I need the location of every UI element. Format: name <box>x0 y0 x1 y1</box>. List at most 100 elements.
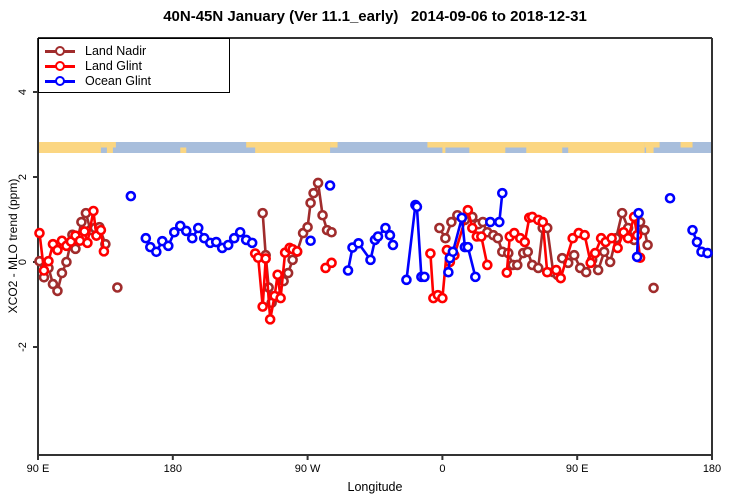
series-land-nadir-point <box>568 249 580 261</box>
series-land-glint-point <box>88 205 99 217</box>
series-ocean-glint-point <box>485 216 496 228</box>
series-land-nadir-point <box>592 264 604 276</box>
series-ocean-glint-point <box>342 265 354 276</box>
series-land-nadir-point <box>52 285 63 297</box>
series-ocean-glint-point <box>163 240 174 252</box>
x-tick-label: 90 E <box>566 463 589 475</box>
series-ocean-glint-point <box>494 216 505 228</box>
series-ocean-glint-point <box>372 231 384 242</box>
series-land-glint-point <box>622 232 634 244</box>
legend-label: Land Glint <box>85 58 142 73</box>
series-ocean-glint-point <box>419 271 430 283</box>
series-ocean-glint-point <box>470 271 481 283</box>
map-strip-land-segment <box>680 142 693 148</box>
series-ocean-glint-point <box>411 201 423 213</box>
series-land-glint-point <box>541 266 553 278</box>
series-land-glint-point <box>537 216 549 228</box>
series-land-nadir-point <box>492 232 504 244</box>
map-strip-land-segment <box>255 142 331 153</box>
series-land-glint-point <box>482 259 493 271</box>
series-land-glint-point <box>38 265 50 276</box>
series-land-glint-point <box>98 246 110 257</box>
series-land-nadir-point <box>312 177 324 189</box>
series-land-nadir-point <box>282 267 294 279</box>
legend-box: Land Nadir Land Glint Ocean Glint <box>38 38 230 93</box>
series-land-glint-point <box>291 246 303 257</box>
map-strip-land-segment <box>427 142 444 148</box>
series-land-glint-point <box>326 257 337 269</box>
series-ocean-glint-point <box>631 251 643 263</box>
series-ocean-glint-point <box>168 226 180 238</box>
series-land-nadir-point <box>446 216 457 228</box>
series-ocean-glint-point <box>353 238 364 249</box>
series-land-glint-point <box>52 244 63 256</box>
series-land-nadir-point <box>76 216 87 228</box>
series-ocean-glint-point <box>140 232 152 244</box>
series-ocean-glint-point <box>186 232 198 244</box>
series-land-glint-point <box>34 227 45 239</box>
series-land-nadir-point <box>317 209 328 221</box>
map-strip-ocean <box>38 142 712 153</box>
series-ocean-glint-point <box>234 226 246 238</box>
series-land-nadir-point <box>604 256 616 268</box>
series-ocean-glint-point <box>447 246 459 258</box>
series-land-glint-point <box>501 267 513 278</box>
series-land-nadir-point <box>598 246 610 258</box>
series-land-glint-point <box>257 301 268 312</box>
series-land-nadir-point <box>440 232 451 244</box>
series-land-nadir-point <box>580 266 592 278</box>
series-ocean-glint-point <box>691 236 703 248</box>
series-land-glint-point <box>606 232 617 244</box>
y-tick-label: 2 <box>17 174 29 180</box>
x-tick-label: 90 W <box>295 463 321 475</box>
series-ocean-glint-point <box>228 232 240 244</box>
y-tick-label: 0 <box>17 259 29 265</box>
map-strip-land-segment <box>442 142 645 153</box>
series-land-glint-point <box>462 204 474 216</box>
series-land-nadir-point <box>305 197 316 209</box>
series-land-glint-point <box>437 292 448 304</box>
map-strip-land-segment <box>246 142 257 148</box>
map-strip-land-segment <box>38 142 101 153</box>
series-land-nadir-point <box>642 239 653 251</box>
series-land-glint-point <box>550 264 562 276</box>
series-ocean-glint-point <box>151 246 162 258</box>
series-land-nadir-point <box>522 246 534 258</box>
series-land-nadir-point <box>648 282 659 294</box>
map-strip-land-segment <box>100 142 116 148</box>
series-ocean-glint-point <box>664 192 676 204</box>
series-ocean-glint-point <box>462 241 474 253</box>
series-ocean-glint-point <box>210 236 222 248</box>
map-strip-ocean-segment <box>445 147 470 153</box>
series-land-nadir-point <box>511 259 523 271</box>
series-ocean-glint-point <box>384 229 396 241</box>
series-land-glint-point <box>467 222 478 234</box>
series-land-nadir-point <box>56 267 68 279</box>
series-land-glint-point <box>476 231 487 242</box>
ocean-glint-swatch-icon <box>43 75 79 87</box>
series-ocean-glint-point <box>125 190 137 202</box>
map-strip-ocean-segment <box>562 147 569 153</box>
y-tick-label: -2 <box>17 342 29 352</box>
x-tick-label: 180 <box>703 463 721 475</box>
series-land-glint-point <box>425 248 436 259</box>
map-strip-land-segment <box>106 147 113 153</box>
series-land-nadir-point <box>302 221 313 233</box>
series-land-nadir-point <box>70 243 81 255</box>
legend-label: Land Nadir <box>85 43 147 58</box>
land-glint-swatch-icon <box>43 60 79 72</box>
series-land-nadir-point <box>434 222 445 234</box>
map-strip-land-segment <box>644 142 660 148</box>
series-ocean-glint-point <box>246 237 258 249</box>
series-land-glint-point <box>275 292 286 304</box>
series-ocean-glint-point <box>380 222 391 234</box>
series-ocean-glint-point <box>180 225 192 237</box>
series-land-glint-point <box>272 269 283 281</box>
series-land-nadir-point <box>308 187 319 199</box>
series-ocean-glint-point <box>324 180 336 191</box>
series-ocean-glint-point <box>222 239 234 251</box>
y-tick-label: 4 <box>17 89 29 95</box>
series-land-nadir-point <box>257 207 268 219</box>
